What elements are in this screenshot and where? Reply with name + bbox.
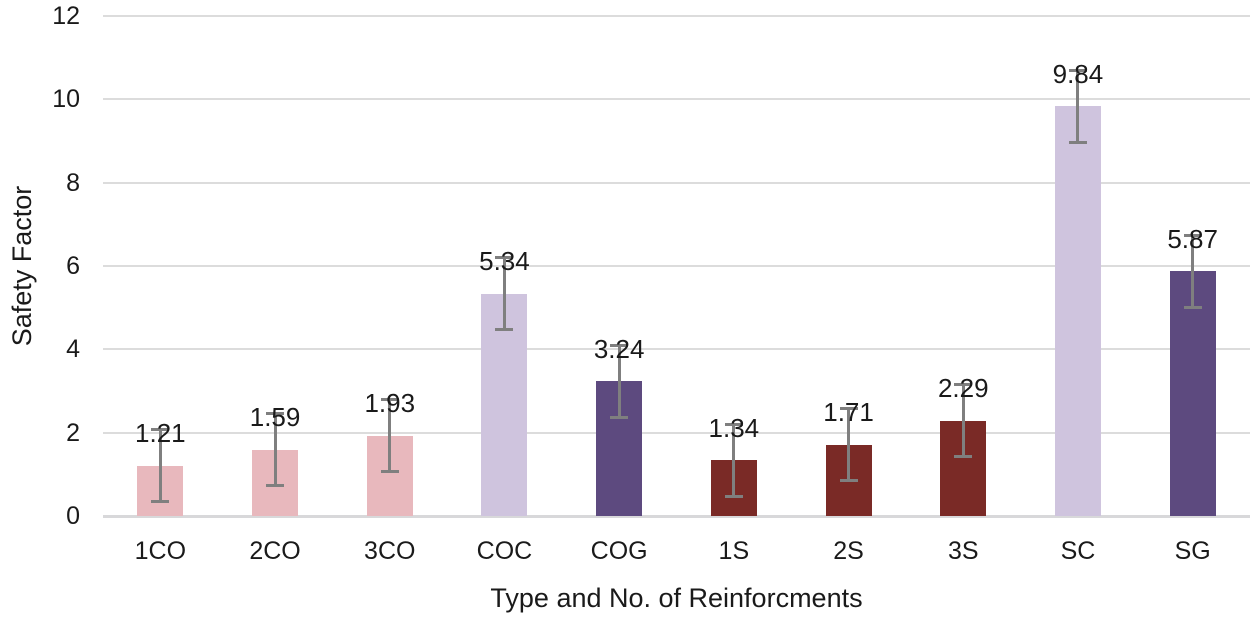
- error-bar-bottom-cap: [495, 328, 514, 331]
- error-bar-top-cap: [495, 256, 514, 259]
- error-bar-top-cap: [380, 398, 399, 402]
- y-tick-label: 12: [52, 2, 80, 30]
- gridline: [103, 15, 1250, 17]
- error-bar-bottom-cap: [1068, 140, 1087, 144]
- gridline: [103, 265, 1250, 267]
- bar-sg: [1169, 271, 1216, 516]
- error-bar-line: [847, 407, 851, 483]
- value-label: 1.93: [364, 388, 416, 419]
- x-tick-label: SG: [1174, 537, 1211, 565]
- error-bar-top-cap: [266, 412, 285, 416]
- value-label: 1.21: [135, 418, 186, 449]
- error-bar-line: [617, 343, 621, 419]
- x-axis-title: Type and No. of Reinforcments: [490, 583, 863, 613]
- error-bar-bottom-cap: [380, 470, 399, 474]
- error-bar-bottom-cap: [839, 479, 858, 483]
- error-bar-bottom-cap: [151, 500, 170, 504]
- x-tick-label: 2CO: [249, 537, 301, 565]
- x-tick-label: COG: [590, 537, 648, 565]
- y-tick-label: 10: [52, 85, 80, 114]
- gridline: [103, 431, 1250, 434]
- y-tick-label: 8: [66, 168, 80, 197]
- error-bar-line: [1191, 233, 1195, 309]
- x-axis-line: [103, 515, 1250, 518]
- value-label: 9.84: [1052, 58, 1104, 89]
- value-label: 5.87: [1167, 223, 1218, 254]
- value-label: 1.71: [823, 397, 874, 428]
- error-bar-line: [1076, 68, 1080, 144]
- gridline: [103, 348, 1250, 351]
- value-label: 3.24: [593, 333, 645, 364]
- error-bar-line: [273, 412, 277, 488]
- error-bar-top-cap: [151, 428, 170, 432]
- error-bar-top-cap: [954, 383, 973, 387]
- error-bar-top-cap: [839, 407, 858, 411]
- x-tick-label: SC: [1060, 537, 1096, 565]
- error-bar-top-cap: [610, 343, 629, 347]
- error-bar-line: [388, 398, 392, 474]
- error-bar-bottom-cap: [954, 455, 973, 459]
- gridline: [103, 181, 1250, 184]
- value-label: 1.34: [708, 412, 760, 443]
- value-label: 5.34: [479, 246, 530, 276]
- error-bar-bottom-cap: [610, 415, 629, 419]
- error-bar-bottom-cap: [724, 494, 743, 498]
- error-bar-top-cap: [724, 422, 743, 426]
- x-tick-label: COC: [476, 537, 533, 565]
- error-bar-bottom-cap: [1183, 305, 1202, 309]
- x-tick-label: 1CO: [134, 537, 187, 565]
- value-label: 2.29: [937, 373, 989, 404]
- y-tick-label: 0: [66, 502, 80, 530]
- error-bar-top-cap: [1183, 233, 1202, 237]
- x-tick-label: 2S: [833, 537, 864, 565]
- bar-sc: [1054, 106, 1101, 516]
- y-tick-label: 4: [66, 335, 80, 364]
- error-bar-line: [158, 428, 162, 504]
- value-label: 1.59: [249, 402, 301, 433]
- y-tick-label: 6: [66, 252, 80, 280]
- error-bar-line: [961, 383, 965, 459]
- gridline: [103, 98, 1250, 101]
- error-bar-top-cap: [1068, 68, 1087, 72]
- y-tick-label: 2: [66, 418, 80, 447]
- x-tick-label: 1S: [718, 537, 750, 565]
- error-bar-line: [502, 256, 506, 331]
- x-tick-label: 3S: [947, 537, 979, 565]
- error-bar-line: [732, 422, 736, 498]
- x-tick-label: 3CO: [364, 537, 416, 565]
- error-bar-bottom-cap: [266, 484, 285, 488]
